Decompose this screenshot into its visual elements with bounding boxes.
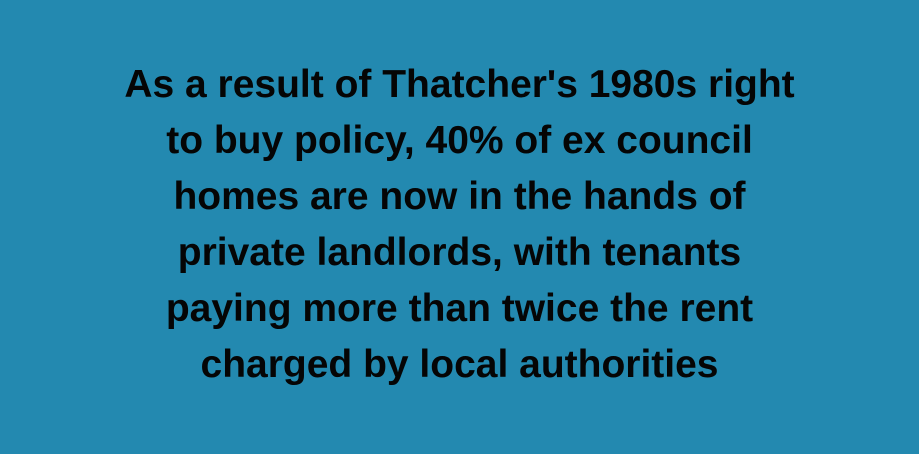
quote-line: homes are now in the hands of (173, 175, 746, 218)
quote-line: private landlords, with tenants (177, 231, 742, 274)
quote-line: paying more than twice the rent (165, 287, 754, 330)
quote-line: As a result of Thatcher's 1980s right (124, 63, 795, 106)
quote-text: As a result of Thatcher's 1980s right to… (124, 57, 794, 393)
quote-line: to buy policy, 40% of ex council (166, 119, 753, 162)
quote-line: charged by local authorities (200, 343, 719, 386)
